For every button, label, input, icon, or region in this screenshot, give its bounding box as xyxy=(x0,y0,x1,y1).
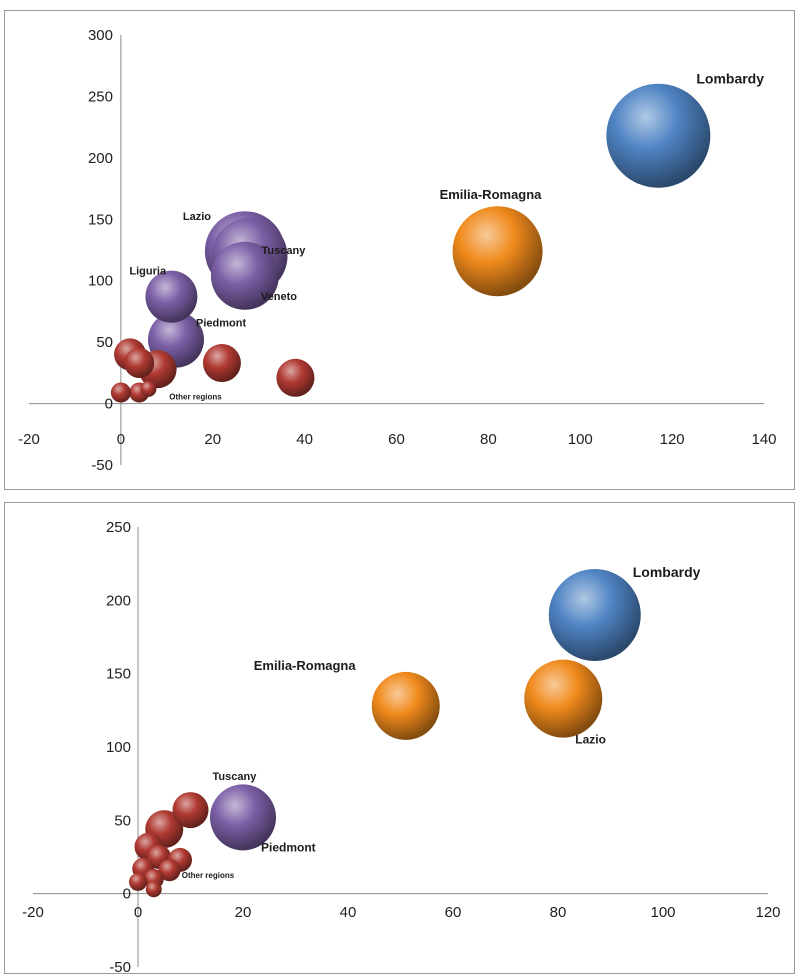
bottom-label-lombardy: Lombardy xyxy=(633,564,701,580)
top-label-liguria: Liguria xyxy=(129,266,167,278)
top-bubble-region xyxy=(276,358,315,397)
bottom-x-tick-label: 100 xyxy=(650,904,675,921)
top-x-tick-label: 20 xyxy=(204,431,221,448)
bottom-x-tick-label: 20 xyxy=(235,904,252,921)
top-label-tuscany: Tuscany xyxy=(262,245,307,257)
bubble-chart-top: -50 0 50 100 150 200 250 300 -20 0 20 40 60 80 100 120 1… xyxy=(4,10,795,490)
top-bubble-veneto xyxy=(210,241,279,310)
top-x-tick-label: 40 xyxy=(296,431,313,448)
top-bubble-region xyxy=(202,344,241,383)
bottom-y-tick-label: 200 xyxy=(106,592,131,609)
bubble-chart-bottom: -50 0 50 100 150 200 250 -20 0 20 40 60 80 100 120 Lomb… xyxy=(4,502,795,974)
bottom-bubble-region xyxy=(158,859,181,882)
top-x-tick-label: 0 xyxy=(117,431,125,448)
top-y-tick-label: 50 xyxy=(96,334,113,351)
bottom-label-piedmont: Piedmont xyxy=(261,840,316,854)
bottom-y-tick-label: 150 xyxy=(106,666,131,683)
top-y-tick-label: 150 xyxy=(88,211,113,228)
bottom-bubble-emilia-romagna xyxy=(371,671,440,740)
top-x-tick-label: 100 xyxy=(568,431,593,448)
bottom-label-tuscany: Tuscany xyxy=(213,771,258,783)
bottom-label-lazio: Lazio xyxy=(575,733,606,747)
top-y-tick-label: -50 xyxy=(91,457,113,474)
bottom-bubble-region xyxy=(145,881,162,898)
bottom-x-tick-label: 40 xyxy=(340,904,357,921)
top-label-piedmont: Piedmont xyxy=(196,318,246,330)
bottom-y-tick-label: 50 xyxy=(114,812,131,829)
bottom-y-tick-label: -50 xyxy=(109,959,131,973)
top-y-tick-label: 250 xyxy=(88,88,113,105)
bottom-y-tick-label: 250 xyxy=(106,519,131,536)
bottom-x-tick-label: 120 xyxy=(755,904,780,921)
bottom-label-emilia-romagna: Emilia-Romagna xyxy=(254,658,357,673)
bottom-label-other-regions: Other regions xyxy=(182,871,235,880)
top-bubble-region xyxy=(140,380,157,397)
bottom-x-tick-label: 80 xyxy=(550,904,567,921)
top-x-tick-label: 140 xyxy=(751,431,776,448)
bottom-x-tick-label: 0 xyxy=(134,904,142,921)
top-label-other-regions: Other regions xyxy=(169,393,222,402)
top-bubble-lombardy xyxy=(606,83,711,188)
top-bubble-liguria xyxy=(145,270,198,323)
top-label-lazio: Lazio xyxy=(183,211,211,223)
top-bubble-region xyxy=(110,382,131,403)
top-label-emilia-romagna: Emilia-Romagna xyxy=(440,187,543,202)
bottom-x-tick-label: -20 xyxy=(22,904,44,921)
bottom-bubble-piedmont xyxy=(210,784,276,851)
bottom-x-tick-label: 60 xyxy=(445,904,462,921)
bottom-y-tick-label: 0 xyxy=(123,886,131,903)
bottom-bubble-region xyxy=(129,872,147,891)
top-y-tick-label: 100 xyxy=(88,273,113,290)
bottom-bubble-tuscany xyxy=(172,792,209,829)
top-y-tick-label: 0 xyxy=(105,396,113,413)
top-x-tick-label: 120 xyxy=(660,431,685,448)
bubble-chart-bottom-svg: -50 0 50 100 150 200 250 -20 0 20 40 60 80 100 120 Lomb… xyxy=(22,519,780,973)
top-x-tick-label: 60 xyxy=(388,431,405,448)
top-y-tick-label: 200 xyxy=(88,150,113,167)
top-x-tick-label: -20 xyxy=(18,431,40,448)
bottom-bubble-lazio xyxy=(524,659,603,738)
top-label-lombardy: Lombardy xyxy=(696,71,764,87)
bottom-y-tick-label: 100 xyxy=(106,739,131,756)
top-bubble-region xyxy=(124,348,155,379)
top-bubble-emilia-romagna xyxy=(452,206,543,297)
bottom-bubble-lombardy xyxy=(548,569,641,661)
top-label-veneto: Veneto xyxy=(261,291,297,303)
top-x-tick-label: 80 xyxy=(480,431,497,448)
top-y-tick-label: 300 xyxy=(88,27,113,44)
